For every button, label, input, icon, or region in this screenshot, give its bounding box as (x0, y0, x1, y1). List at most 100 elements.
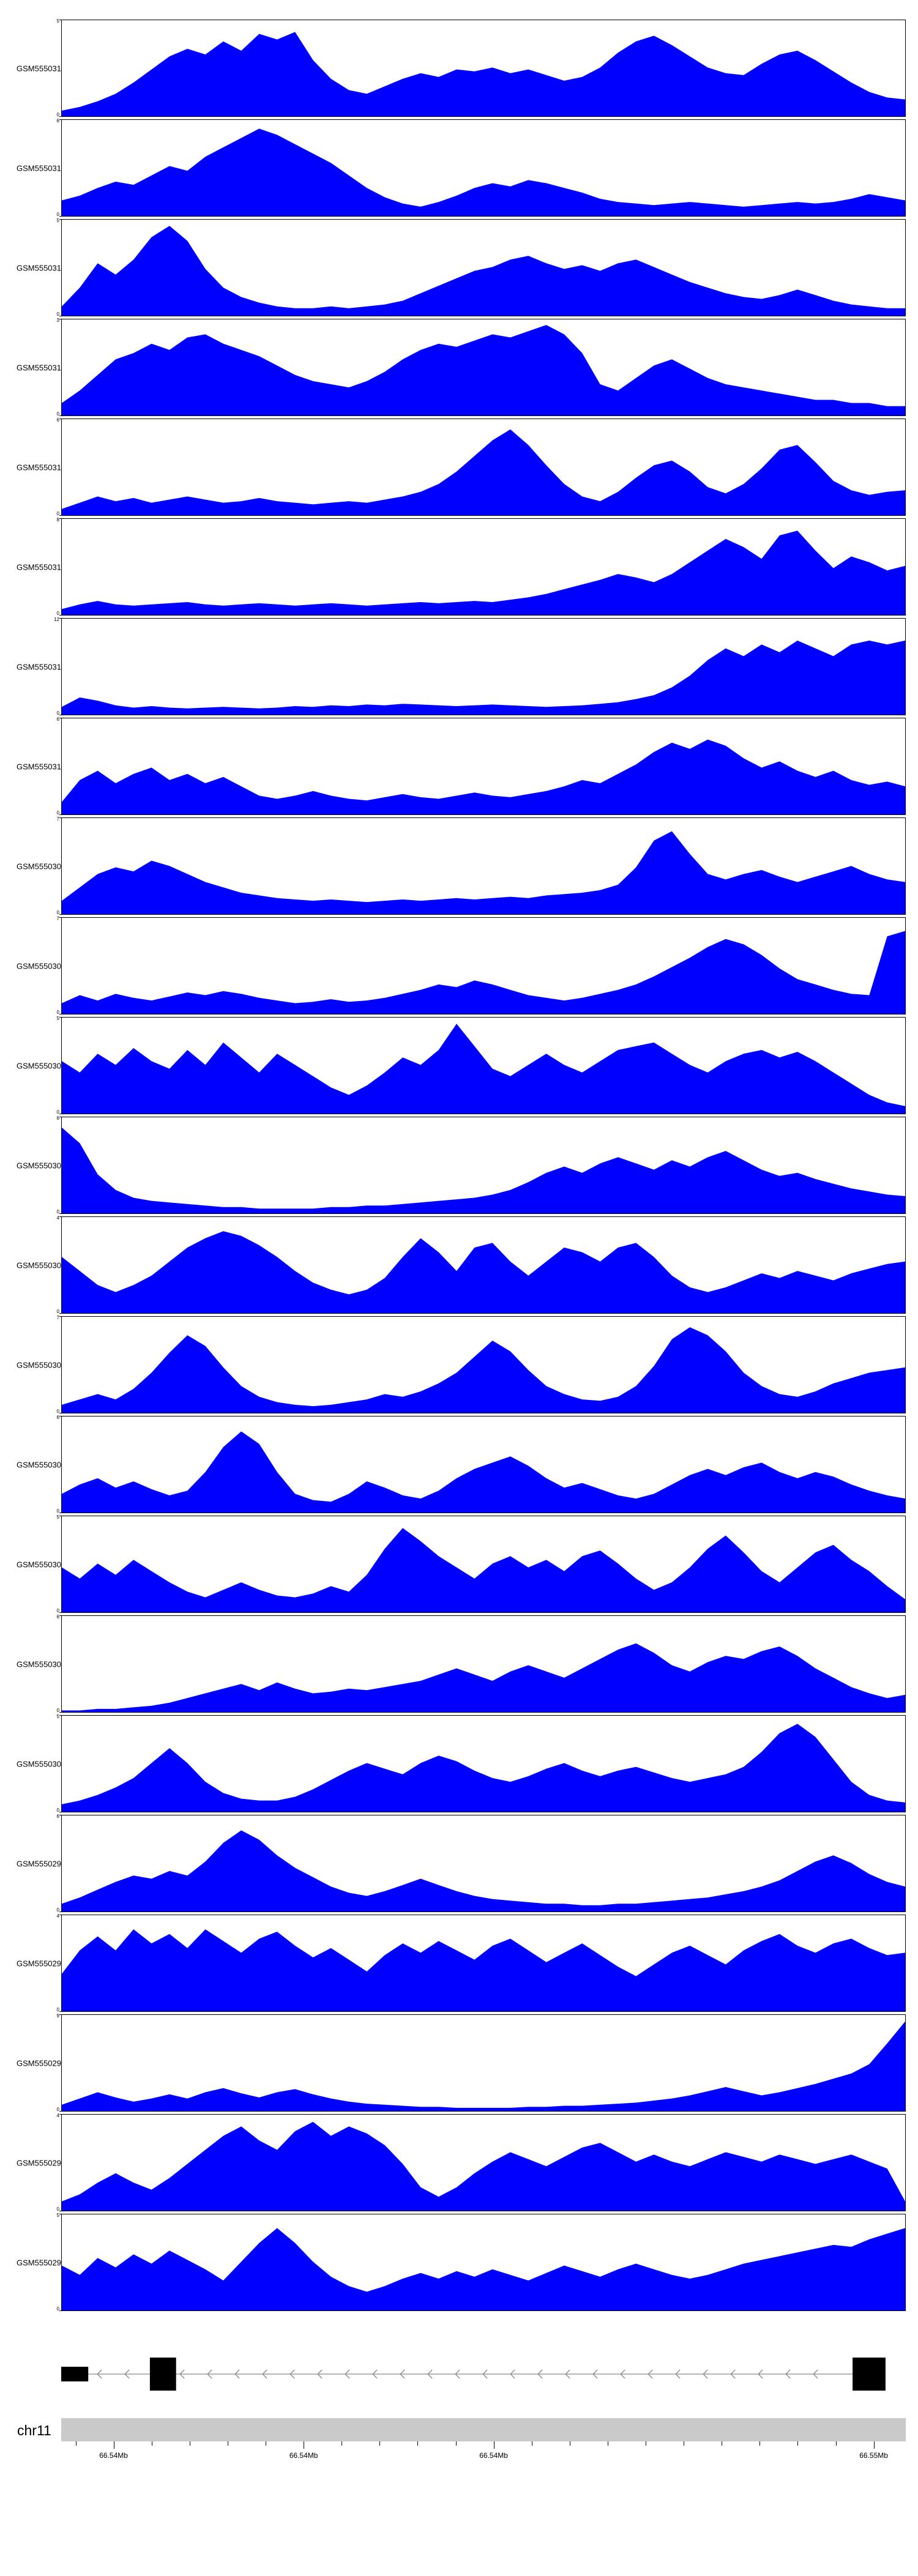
y-axis-tick (59, 1712, 62, 1713)
strand-arrow-icon (372, 2369, 378, 2379)
coverage-area-chart (62, 931, 905, 1014)
y-axis-max-label: 4 (56, 1215, 59, 1221)
coverage-area-chart (62, 1127, 905, 1213)
y-axis-max-label: 5 (56, 18, 59, 24)
track-row: GSM5550303 6 0 (0, 1415, 918, 1514)
track-row: GSM5550317 6 0 (0, 119, 918, 217)
strand-arrow-icon (262, 2369, 267, 2379)
y-axis-min-label: 0 (56, 2007, 59, 2012)
y-axis-tick (59, 1612, 62, 1613)
y-axis-tick (59, 219, 62, 220)
y-axis-min-label: 0 (56, 810, 59, 816)
strand-arrow-icon (234, 2369, 240, 2379)
coverage-area-chart (62, 2021, 905, 2111)
strand-arrow-icon (124, 2369, 130, 2379)
strand-arrow-icon (400, 2369, 405, 2379)
track-row: GSM5550308 7 0 (0, 916, 918, 1015)
strand-arrow-icon (207, 2369, 212, 2379)
axis-minor-tick (759, 2441, 761, 2446)
track-label: GSM5550303 (17, 1460, 66, 1469)
y-axis-min-label: 0 (56, 2107, 59, 2112)
track-label: GSM5550301 (17, 1659, 66, 1669)
y-axis-min-label: 0 (56, 910, 59, 915)
y-axis-min-label: 0 (56, 611, 59, 616)
y-axis-tick (59, 216, 62, 217)
track-label: GSM5550311 (17, 662, 65, 671)
y-axis-max-label: 5 (56, 1714, 59, 1719)
y-axis-tick (59, 2310, 62, 2311)
track-row: GSM5550311 12 0 (0, 617, 918, 716)
y-axis-max-label: 12 (54, 617, 59, 622)
track-label: GSM5550318 (17, 64, 66, 73)
coverage-area-chart (62, 1830, 905, 1912)
coverage-tracks-container: GSM5550318 5 0 GSM5550317 6 0 GSM5550316 5 0 GSM5… (0, 18, 918, 2314)
y-axis-tick (59, 1216, 62, 1217)
strand-arrow-icon (289, 2369, 295, 2379)
y-axis-min-label: 0 (56, 1010, 59, 1015)
track-row: GSM5550300 5 0 (0, 1714, 918, 1813)
strand-arrow-icon (675, 2369, 681, 2379)
track-row: GSM5550304 7 0 (0, 1316, 918, 1414)
y-axis-max-label: 9 (56, 2013, 59, 2019)
strand-arrow-icon (427, 2369, 433, 2379)
y-axis-tick (59, 914, 62, 915)
y-axis-tick (59, 917, 62, 918)
strand-arrow-icon (785, 2369, 791, 2379)
track-row: GSM5550307 5 0 (0, 1016, 918, 1115)
y-axis-max-label: 3 (56, 318, 59, 323)
y-axis-min-label: 0 (56, 311, 59, 317)
y-axis-min-label: 0 (56, 411, 59, 417)
y-axis-tick (59, 1615, 62, 1616)
track-row: GSM5550302 5 0 (0, 1515, 918, 1614)
y-axis-min-label: 0 (56, 1109, 59, 1115)
coverage-area-chart (62, 530, 905, 615)
track-row: GSM5550299 6 0 (0, 1814, 918, 1913)
coverage-area-chart (62, 739, 905, 814)
track-row: GSM5550310 6 0 (0, 717, 918, 816)
coverage-area-chart (62, 325, 905, 415)
y-axis-min-label: 0 (56, 112, 59, 117)
y-axis-min-label: 0 (56, 1409, 59, 1414)
track-row: GSM5550298 4 0 (0, 1914, 918, 2012)
track-row: GSM5550318 5 0 (0, 18, 918, 117)
track-row: GSM5550296 4 0 (0, 2113, 918, 2212)
track-row: GSM5550316 5 0 (0, 218, 918, 317)
y-axis-tick (59, 415, 62, 416)
strand-arrow-icon (537, 2369, 543, 2379)
track-row: GSM5550309 7 0 (0, 817, 918, 915)
coverage-area-chart (62, 1643, 905, 1712)
chromosome-label: chr11 (17, 2422, 51, 2438)
exon-box (61, 2367, 89, 2381)
track-label: GSM5550315 (17, 363, 66, 372)
y-axis-min-label: 0 (56, 1807, 59, 1813)
strand-arrow-icon (317, 2369, 323, 2379)
axis-minor-tick (797, 2441, 799, 2446)
y-axis-max-label: 6 (56, 1415, 59, 1420)
track-label: GSM5550307 (17, 1061, 66, 1070)
y-axis-max-label: 5 (56, 1016, 59, 1021)
y-axis-max-label: 7 (56, 916, 59, 921)
y-axis-tick (59, 1313, 62, 1314)
strand-arrow-icon (647, 2369, 653, 2379)
strand-arrow-icon (97, 2369, 102, 2379)
y-axis-tick (59, 518, 62, 519)
y-axis-max-label: 5 (56, 218, 59, 223)
strand-arrow-icon (703, 2369, 708, 2379)
y-axis-tick (59, 814, 62, 815)
y-axis-min-label: 0 (56, 710, 59, 716)
exon-box (853, 2358, 886, 2391)
track-label: GSM5550304 (17, 1360, 66, 1369)
track-label: GSM5550309 (17, 862, 66, 871)
track-label: GSM5550297 (17, 2058, 66, 2068)
coverage-area-chart (62, 1528, 905, 1612)
track-label: GSM5550296 (17, 2158, 66, 2167)
track-label: GSM5550310 (17, 762, 66, 771)
track-row: GSM5550301 6 0 (0, 1615, 918, 1713)
strand-arrow-icon (813, 2369, 818, 2379)
axis-minor-tick (835, 2441, 837, 2446)
